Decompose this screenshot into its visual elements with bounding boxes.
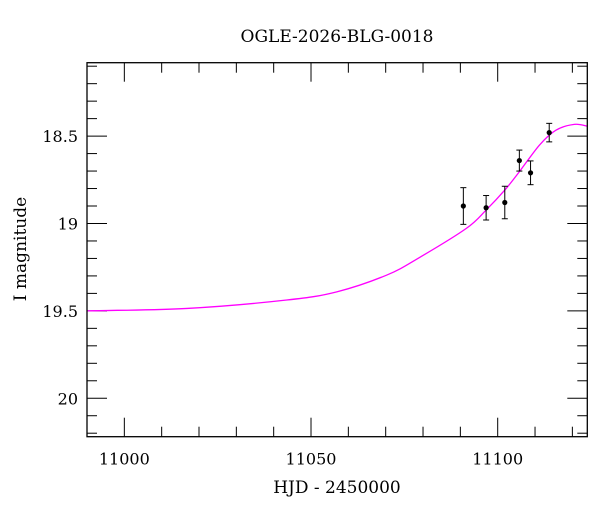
x-tick-label: 11050 (286, 450, 337, 469)
data-point (501, 185, 508, 220)
model-curve (87, 123, 588, 312)
data-point (460, 187, 467, 225)
y-axis-label: I magnitude (11, 197, 31, 301)
y-tick-label: 20 (58, 389, 78, 408)
x-tick-label: 11000 (99, 450, 150, 469)
data-point (516, 149, 523, 172)
data-point (527, 160, 534, 186)
data-marker (460, 203, 466, 209)
chart-title: OGLE-2026-BLG-0018 (241, 27, 434, 47)
data-marker (483, 205, 489, 211)
plot-frame (86, 62, 588, 438)
data-point (483, 195, 490, 221)
data-marker (546, 130, 552, 136)
y-tick-label: 19.5 (42, 302, 78, 321)
data-point (546, 122, 553, 143)
x-tick-label: 11100 (472, 450, 523, 469)
y-tick-label: 19 (58, 214, 78, 233)
y-tick-label: 18.5 (42, 127, 78, 146)
x-axis-label: HJD - 2450000 (273, 478, 401, 498)
data-marker (516, 157, 522, 164)
data-marker (502, 199, 508, 206)
data-marker (527, 170, 534, 176)
